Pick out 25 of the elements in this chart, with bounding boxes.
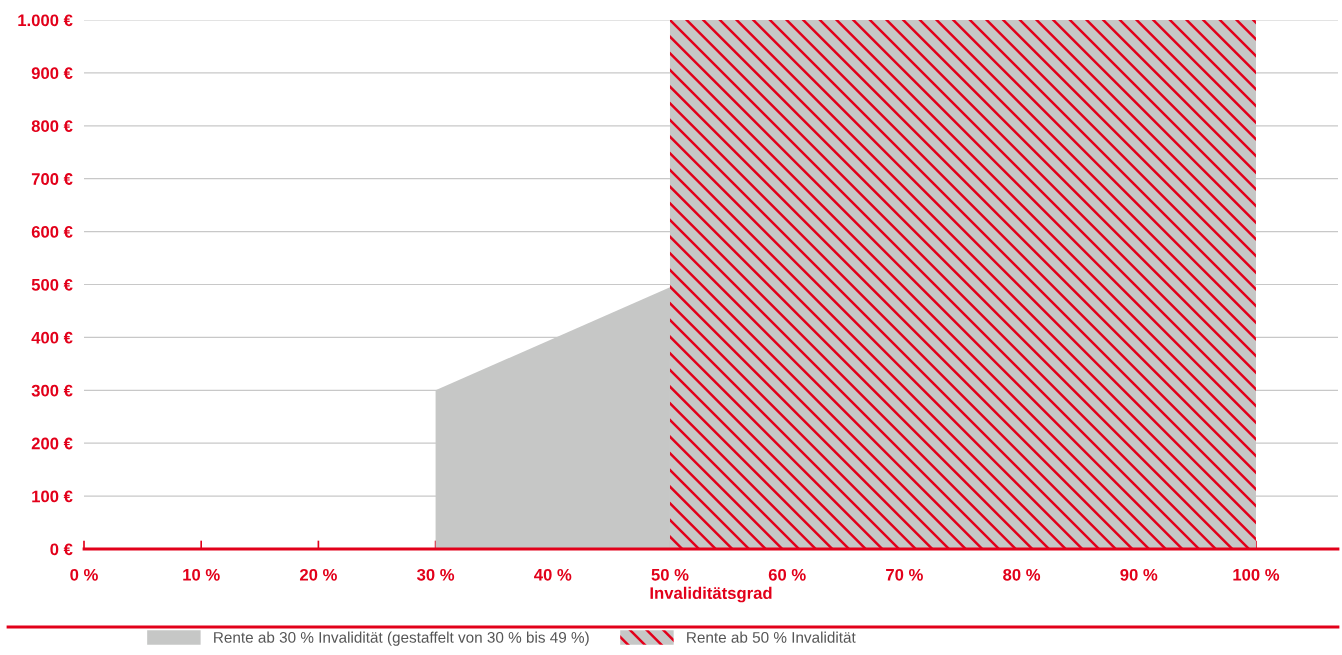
y-tick-label: 200 € bbox=[31, 437, 73, 450]
y-tick-label: 1.000 € bbox=[18, 14, 73, 27]
x-tick-label: 10 % bbox=[183, 568, 220, 581]
x-tick-label: 80 % bbox=[1003, 568, 1041, 581]
y-tick-label: 600 € bbox=[31, 226, 73, 238]
y-tick-label: 400 € bbox=[31, 331, 73, 344]
x-tick-label: 90 % bbox=[1120, 568, 1158, 581]
y-tick-label: 0 € bbox=[50, 543, 73, 556]
x-tick-label: 70 % bbox=[886, 568, 923, 581]
x-tick-label: 60 % bbox=[768, 568, 806, 581]
y-tick-label: 100 € bbox=[32, 490, 73, 503]
y-tick-label: 700 € bbox=[31, 173, 73, 185]
x-tick-label: 100 % bbox=[1233, 568, 1280, 581]
y-tick-label: 500 € bbox=[31, 278, 73, 291]
x-tick-label: 20 % bbox=[299, 568, 337, 581]
x-tick-label: 30 % bbox=[416, 568, 455, 581]
legend-label: Rente ab 50 % Invalidität bbox=[687, 631, 856, 643]
x-tick-label: 40 % bbox=[534, 568, 572, 581]
x-tick-label: 50 % bbox=[651, 568, 689, 581]
x-tick-label: 0 % bbox=[70, 568, 98, 581]
y-tick-label: 900 € bbox=[31, 67, 73, 80]
y-tick-label: 300 € bbox=[31, 384, 73, 397]
x-axis-title: Invaliditätsgrad bbox=[650, 586, 772, 603]
y-tick-label: 800 € bbox=[31, 120, 73, 132]
legend-label: Rente ab 30 % Invalidität (gestaffelt von 30 % bis 49 %) bbox=[214, 631, 589, 646]
